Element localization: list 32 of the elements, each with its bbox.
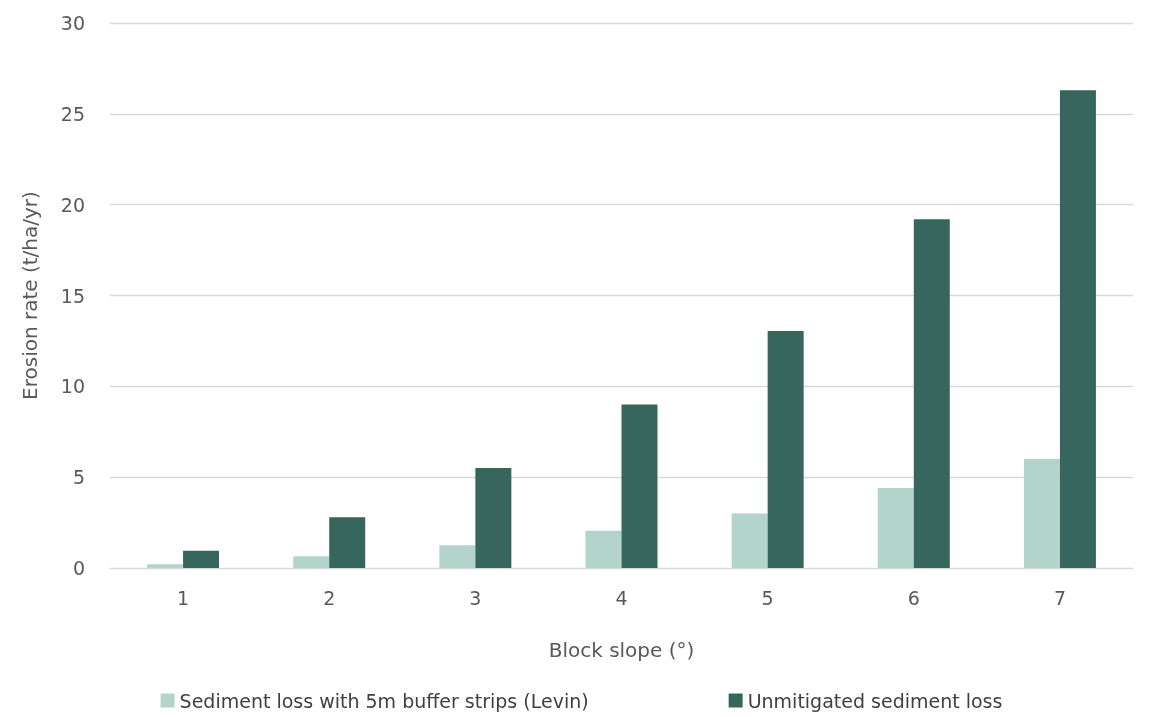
bar — [767, 330, 804, 568]
y-tick-label: 30 — [60, 12, 85, 34]
bar — [1023, 459, 1060, 568]
y-tick-label: 5 — [72, 466, 85, 489]
bar — [913, 219, 950, 568]
x-tick-label: 2 — [323, 586, 336, 609]
x-tick-label: 1 — [177, 586, 190, 609]
legend-label: Unmitigated sediment loss — [747, 689, 1003, 712]
y-tick-label: 15 — [60, 284, 85, 307]
bar — [183, 550, 220, 568]
x-tick-label: 7 — [1053, 586, 1066, 609]
y-axis-title: Erosion rate (t/ha/yr) — [18, 191, 42, 400]
bar — [1059, 90, 1096, 568]
bar — [329, 517, 366, 568]
y-tick-label: 0 — [72, 557, 85, 579]
bar — [293, 556, 330, 568]
legend-label: Sediment loss with 5m buffer strips (Levin) — [179, 689, 589, 712]
bar — [877, 488, 914, 568]
bar — [621, 404, 658, 568]
bar — [475, 468, 512, 568]
x-tick-label: 3 — [469, 586, 482, 609]
bar — [585, 530, 622, 568]
bar — [731, 513, 768, 568]
bar — [147, 564, 184, 568]
y-tick-label: 20 — [60, 193, 85, 216]
y-tick-label: 10 — [60, 375, 85, 398]
x-tick-label: 6 — [907, 586, 920, 609]
x-tick-label: 4 — [615, 586, 628, 609]
bar — [439, 545, 476, 568]
x-axis-title: Block slope (°) — [548, 638, 695, 662]
y-tick-label: 25 — [60, 102, 85, 125]
x-tick-label: 5 — [761, 586, 774, 609]
